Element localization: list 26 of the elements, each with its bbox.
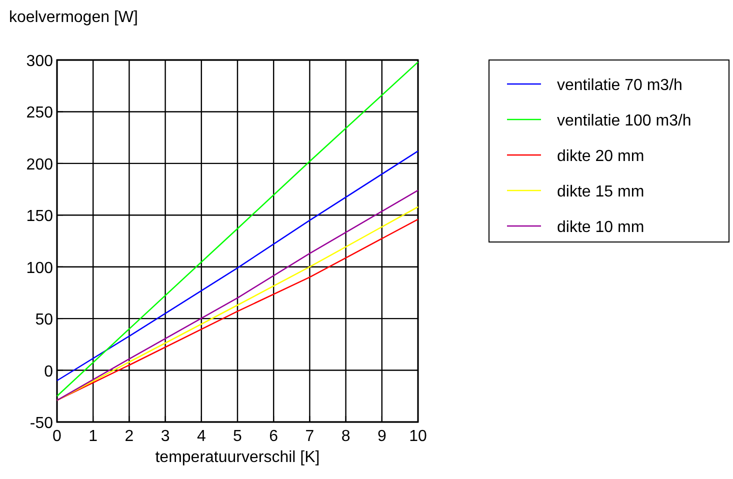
x-axis-title: temperatuurverschil [K] — [155, 449, 320, 466]
y-tick-label: 200 — [26, 156, 54, 174]
y-axis-title: koelvermogen [W] — [9, 9, 138, 26]
x-tick-label: 10 — [409, 428, 427, 445]
x-tick-label: 3 — [160, 428, 170, 445]
x-tick-label: 4 — [196, 428, 206, 445]
legend-label: dikte 15 mm — [557, 184, 644, 200]
y-tick-label: 0 — [44, 363, 54, 380]
legend-label: ventilatie 70 m3/h — [557, 77, 682, 94]
legend-label: dikte 10 mm — [557, 219, 644, 236]
legend-label: dikte 20 mm — [557, 148, 644, 165]
y-tick-label: -50 — [30, 415, 54, 432]
x-tick-label: 1 — [88, 428, 98, 445]
y-tick-label: 50 — [35, 312, 54, 329]
y-tick-label: 250 — [26, 104, 54, 122]
x-tick-label: 8 — [341, 428, 350, 445]
y-tick-label: 100 — [26, 260, 54, 277]
x-tick-label: 9 — [377, 428, 386, 445]
legend-label: ventilatie 100 m3/h — [557, 112, 692, 130]
x-tick-label: 6 — [269, 428, 278, 445]
x-tick-label: 5 — [233, 428, 242, 445]
line-series — [56, 150, 419, 382]
x-tick-label: 2 — [124, 428, 134, 445]
y-tick-label: 150 — [26, 208, 54, 226]
y-tick-label: 300 — [26, 53, 54, 70]
x-tick-label: 7 — [305, 428, 314, 445]
